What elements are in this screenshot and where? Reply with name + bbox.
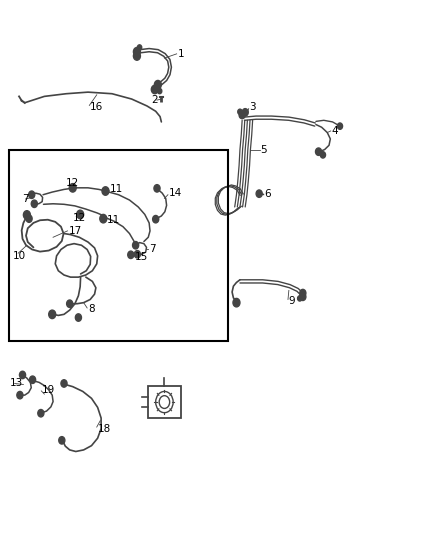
Text: 12: 12 — [73, 213, 86, 223]
Circle shape — [151, 85, 158, 94]
Circle shape — [315, 148, 321, 156]
Circle shape — [256, 190, 262, 197]
Text: 1: 1 — [177, 49, 184, 59]
Text: 5: 5 — [261, 144, 267, 155]
Circle shape — [49, 310, 56, 319]
Circle shape — [38, 409, 44, 417]
Circle shape — [29, 376, 35, 383]
Circle shape — [23, 211, 30, 219]
Bar — [148, 386, 181, 418]
Text: 12: 12 — [65, 178, 78, 188]
Text: 17: 17 — [68, 226, 81, 236]
Circle shape — [134, 52, 141, 60]
Circle shape — [26, 215, 32, 222]
Text: 11: 11 — [107, 215, 120, 225]
Circle shape — [59, 437, 65, 444]
Circle shape — [297, 296, 302, 301]
Circle shape — [300, 293, 306, 301]
Text: 18: 18 — [98, 424, 111, 434]
Text: 8: 8 — [88, 304, 95, 314]
Circle shape — [337, 123, 343, 130]
Text: 2: 2 — [151, 95, 158, 105]
Text: 4: 4 — [332, 126, 338, 136]
Text: 11: 11 — [110, 184, 123, 195]
Text: 13: 13 — [11, 378, 24, 389]
Circle shape — [67, 300, 73, 308]
Circle shape — [19, 371, 25, 378]
Circle shape — [100, 214, 107, 223]
Circle shape — [157, 88, 162, 94]
Circle shape — [152, 215, 159, 223]
Circle shape — [17, 391, 23, 399]
Circle shape — [242, 109, 248, 116]
Circle shape — [102, 187, 109, 195]
Circle shape — [75, 314, 81, 321]
Bar — [10, 150, 228, 341]
Text: 10: 10 — [13, 251, 26, 261]
Circle shape — [77, 210, 84, 219]
Circle shape — [233, 298, 240, 307]
Circle shape — [300, 289, 306, 297]
Circle shape — [154, 184, 160, 192]
Text: 19: 19 — [42, 385, 56, 395]
Text: 7: 7 — [149, 244, 156, 254]
Text: 15: 15 — [135, 252, 148, 262]
Text: 3: 3 — [250, 102, 256, 112]
Circle shape — [28, 191, 35, 198]
Circle shape — [320, 152, 325, 158]
Circle shape — [238, 109, 242, 115]
Circle shape — [133, 241, 139, 249]
Circle shape — [61, 379, 67, 387]
Text: 7: 7 — [21, 194, 28, 204]
Circle shape — [239, 111, 245, 119]
Circle shape — [69, 183, 76, 192]
Circle shape — [128, 251, 134, 259]
Text: 14: 14 — [169, 188, 182, 198]
Circle shape — [31, 200, 37, 207]
Circle shape — [154, 80, 161, 89]
Circle shape — [138, 45, 142, 50]
Circle shape — [134, 47, 141, 56]
Text: 9: 9 — [289, 296, 296, 306]
Text: 16: 16 — [90, 102, 103, 112]
Circle shape — [134, 251, 141, 258]
Text: 6: 6 — [265, 189, 271, 199]
